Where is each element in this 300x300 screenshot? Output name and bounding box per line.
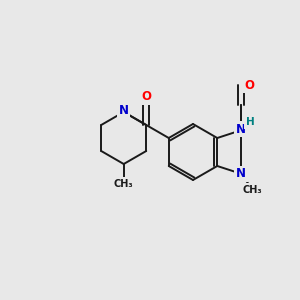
Text: N: N (236, 123, 246, 136)
Text: H: H (246, 117, 254, 127)
Text: N: N (119, 104, 129, 118)
Text: CH₃: CH₃ (114, 179, 134, 189)
Text: CH₃: CH₃ (243, 185, 262, 195)
Text: O: O (141, 91, 151, 103)
Text: O: O (244, 79, 254, 92)
Text: N: N (236, 167, 246, 180)
